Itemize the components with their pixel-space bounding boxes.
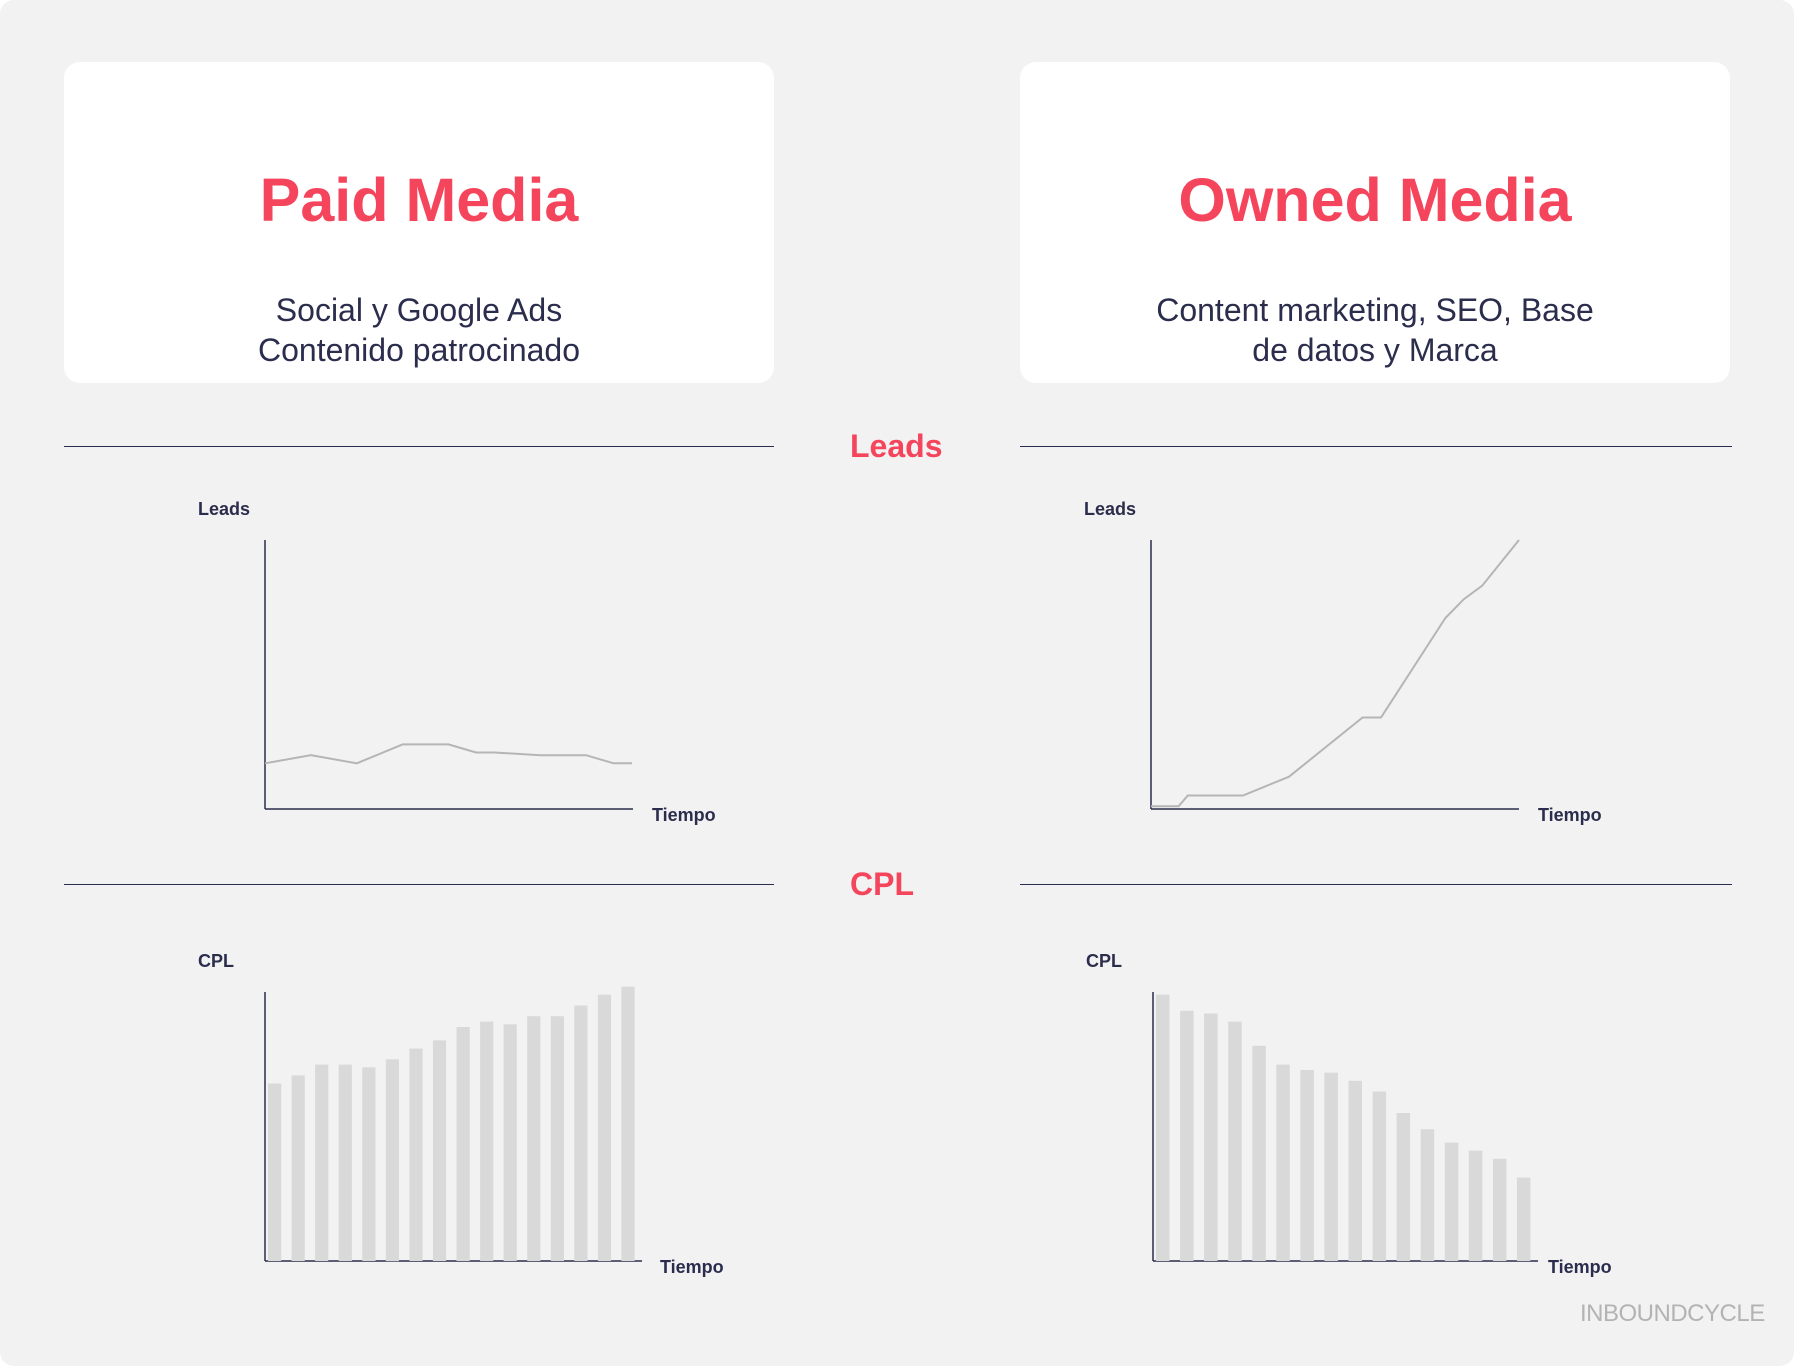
- owned-leads-y-label: Leads: [1084, 499, 1137, 519]
- leads-section-title: Leads: [850, 428, 943, 464]
- owned-cpl-bar: [1516, 1177, 1531, 1261]
- inboundcycle-logo: INBOUNDCYCLE: [1580, 1300, 1765, 1327]
- cpl-divider-right: [1020, 884, 1732, 885]
- paid-media-title: Paid Media: [259, 166, 579, 234]
- owned-cpl-bar: [1300, 1070, 1314, 1261]
- owned-cpl-bar: [1252, 1045, 1266, 1261]
- owned-cpl-bar: [1324, 1072, 1338, 1261]
- paid-cpl-x-label: Tiempo: [660, 1257, 724, 1277]
- owned-media-title: Owned Media: [1178, 166, 1572, 234]
- paid-cpl-bar: [550, 1016, 564, 1261]
- owned-cpl-bar: [1444, 1142, 1459, 1261]
- owned-cpl-bar: [1468, 1150, 1483, 1261]
- paid-cpl-bar: [527, 1016, 541, 1261]
- owned-cpl-bar: [1156, 994, 1170, 1261]
- owned-media-description: Content marketing, SEO, Base de datos y …: [1020, 290, 1730, 370]
- paid-cpl-bar: [597, 994, 612, 1261]
- paid-cpl-bar: [315, 1064, 329, 1261]
- owned-media-line-1: Content marketing, SEO, Base: [1156, 292, 1594, 328]
- paid-cpl-bar: [268, 1083, 282, 1261]
- leads-divider-left: [64, 446, 774, 447]
- owned-leads-x-label: Tiempo: [1538, 805, 1602, 825]
- owned-cpl-bar: [1420, 1129, 1435, 1261]
- owned-cpl-bar: [1204, 1013, 1218, 1261]
- paid-cpl-bar: [385, 1059, 399, 1262]
- cpl-divider-left: [64, 884, 774, 885]
- paid-leads-series-line: [264, 743, 632, 765]
- owned-cpl-bar: [1492, 1158, 1507, 1261]
- paid-leads-y-label: Leads: [198, 499, 251, 519]
- paid-cpl-bar: [409, 1048, 423, 1261]
- paid-cpl-bar: [574, 1005, 588, 1261]
- leads-divider-right: [1020, 446, 1732, 447]
- owned-cpl-bar: [1180, 1010, 1194, 1261]
- owned-media-card: Owned Media Content marketing, SEO, Base…: [1020, 62, 1730, 383]
- paid-media-line-1: Social y Google Ads: [275, 292, 563, 328]
- paid-leads-x-label: Tiempo: [652, 805, 716, 825]
- owned-cpl-bar: [1228, 1021, 1242, 1261]
- paid-media-description: Social y Google Ads Contenido patrocinad…: [64, 290, 774, 370]
- owned-leads-series-line: [1151, 539, 1520, 808]
- owned-media-line-2: de datos y Marca: [1252, 332, 1498, 368]
- paid-media-line-2: Contenido patrocinado: [257, 332, 580, 368]
- cpl-section-title: CPL: [850, 866, 914, 902]
- owned-cpl-bar: [1372, 1091, 1387, 1261]
- owned-cpl-y-label: CPL: [1086, 951, 1122, 971]
- paid-cpl-y-label: CPL: [198, 951, 234, 971]
- paid-cpl-bar: [503, 1024, 517, 1261]
- paid-media-card: Paid Media Social y Google Ads Contenido…: [64, 62, 774, 383]
- paid-cpl-bar: [291, 1075, 305, 1261]
- paid-cpl-bar: [338, 1064, 352, 1261]
- paid-cpl-bar: [621, 986, 635, 1261]
- paid-cpl-bar: [362, 1067, 376, 1261]
- paid-cpl-bar: [456, 1027, 470, 1261]
- owned-cpl-bar: [1396, 1113, 1411, 1261]
- owned-cpl-x-label: Tiempo: [1548, 1257, 1612, 1277]
- owned-cpl-bar: [1348, 1080, 1362, 1261]
- paid-cpl-bar: [480, 1021, 494, 1261]
- paid-cpl-bar: [432, 1040, 447, 1261]
- owned-cpl-bar: [1276, 1064, 1290, 1261]
